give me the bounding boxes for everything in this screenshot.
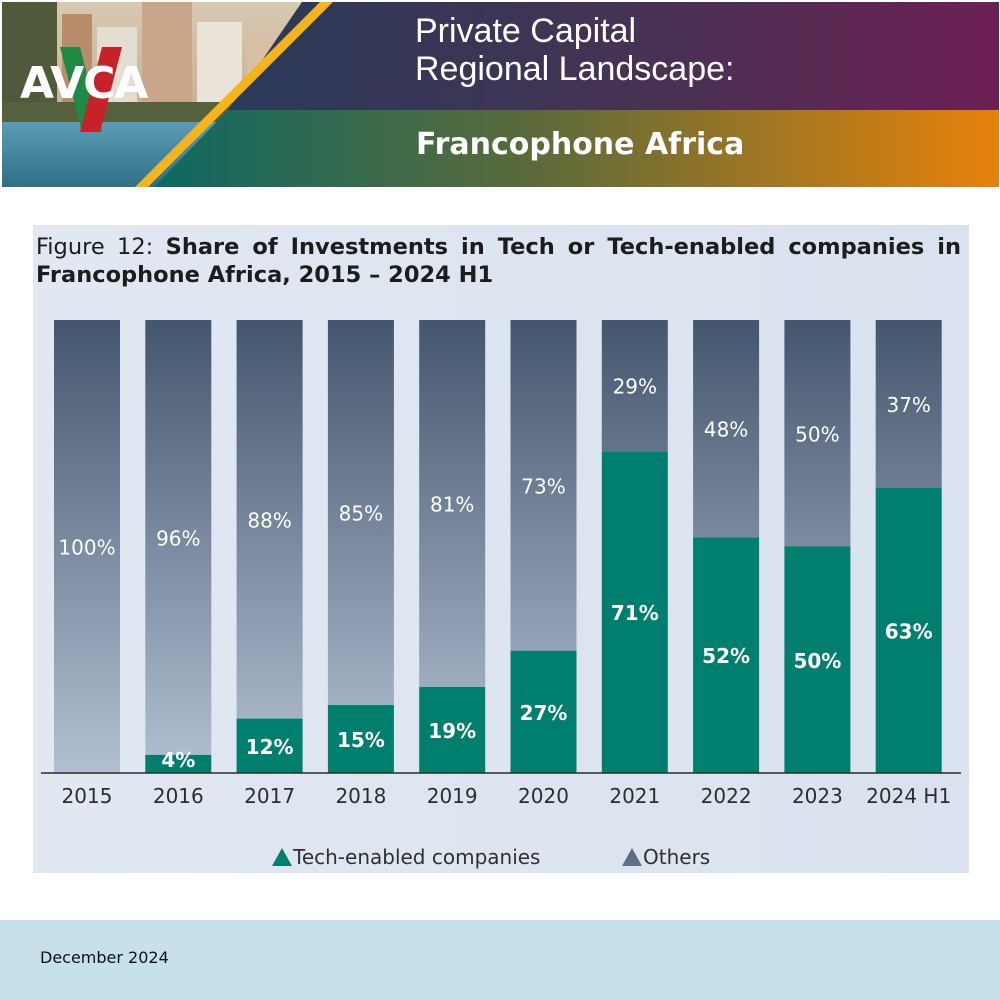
x-tick-label-2018: 2018 xyxy=(335,784,386,808)
banner-title-line2: Regional Landscape: xyxy=(415,50,735,88)
banner-graphic xyxy=(2,2,999,187)
bar-others-2017 xyxy=(236,320,303,719)
figure-caption: Figure 12: Share of Investments in Tech … xyxy=(36,233,961,289)
bar-others-2016 xyxy=(145,320,212,755)
footer-bar: December 2024 xyxy=(0,920,1000,1000)
x-tick-label-2015: 2015 xyxy=(62,784,113,808)
label-others-2024 H1: 37% xyxy=(886,393,930,417)
banner-subtitle: Francophone Africa xyxy=(416,127,745,162)
label-tech-2018: 15% xyxy=(337,728,385,752)
label-tech-2017: 12% xyxy=(246,735,294,759)
bar-tech-2023 xyxy=(784,546,851,773)
label-others-2016: 96% xyxy=(156,526,200,550)
legend-item-others: Others xyxy=(621,845,710,869)
bars-group: 100% 96% 4% 88% 12% 85% 15% 81% 19% 73% 27% 29% 71% 4… xyxy=(54,320,942,773)
label-others-2015: 100% xyxy=(58,536,115,560)
x-tick-label-2023: 2023 xyxy=(792,784,843,808)
x-axis-tick-labels: 2015 2016 2017 2018 2019 2020 2021 2022 2023 2024… xyxy=(62,784,952,808)
chart-legend: Tech-enabled companies Others xyxy=(33,845,969,871)
bar-others-2018 xyxy=(327,320,394,706)
bar-others-2023 xyxy=(784,320,851,547)
label-tech-2021: 71% xyxy=(611,601,659,625)
bar-others-2024 H1 xyxy=(875,320,942,488)
header-banner: AVCA Private Capital Regional Landscape:… xyxy=(2,2,999,187)
label-others-2020: 73% xyxy=(521,474,565,498)
label-others-2023: 50% xyxy=(795,422,839,446)
figure-panel: Figure 12: Share of Investments in Tech … xyxy=(33,225,969,873)
label-tech-2022: 52% xyxy=(702,644,750,668)
label-others-2019: 81% xyxy=(430,492,474,516)
legend-item-tech: Tech-enabled companies xyxy=(271,845,540,869)
footer-date: December 2024 xyxy=(40,948,169,967)
x-tick-label-2019: 2019 xyxy=(427,784,478,808)
bar-tech-2021 xyxy=(601,451,668,773)
legend-triangle-others-icon xyxy=(622,848,642,866)
bar-others-2021 xyxy=(601,320,668,452)
bar-others-2020 xyxy=(510,320,577,651)
label-tech-2016: 4% xyxy=(161,748,195,772)
x-tick-label-2021: 2021 xyxy=(609,784,660,808)
bar-tech-2017 xyxy=(236,718,303,773)
bar-tech-2022 xyxy=(693,537,760,773)
banner-title-line1: Private Capital xyxy=(415,12,637,50)
legend-triangle-tech-icon xyxy=(272,848,292,866)
bar-tech-2018 xyxy=(327,705,394,773)
x-tick-label-2016: 2016 xyxy=(153,784,204,808)
bar-tech-2019 xyxy=(419,686,486,773)
label-tech-2020: 27% xyxy=(520,701,568,725)
avca-logo: AVCA xyxy=(20,58,148,109)
bar-others-2015 xyxy=(54,320,120,773)
bar-tech-2024 H1 xyxy=(875,487,942,773)
label-others-2021: 29% xyxy=(613,375,657,399)
label-others-2022: 48% xyxy=(704,418,748,442)
label-others-2018: 85% xyxy=(339,502,383,526)
label-tech-2023: 50% xyxy=(793,649,841,673)
legend-label-tech: Tech-enabled companies xyxy=(293,845,541,869)
x-tick-label-2020: 2020 xyxy=(518,784,569,808)
stacked-bar-chart: 100% 96% 4% 88% 12% 85% 15% 81% 19% 73% 27% 29% 71% 4… xyxy=(41,320,961,808)
legend-label-others: Others xyxy=(643,845,711,869)
figure-caption-prefix: Figure 12: xyxy=(36,234,154,260)
x-tick-label-2017: 2017 xyxy=(244,784,295,808)
bar-others-2019 xyxy=(419,320,486,687)
bar-others-2022 xyxy=(693,320,760,538)
bar-tech-2020 xyxy=(510,650,577,773)
x-tick-label-2022: 2022 xyxy=(701,784,752,808)
bar-tech-2016 xyxy=(145,754,212,773)
label-others-2017: 88% xyxy=(247,508,291,532)
figure-caption-title: Share of Investments in Tech or Tech-ena… xyxy=(36,234,962,288)
label-tech-2024 H1: 63% xyxy=(885,619,933,643)
x-tick-label-2024 H1: 2024 H1 xyxy=(866,784,951,808)
label-tech-2019: 19% xyxy=(428,719,476,743)
